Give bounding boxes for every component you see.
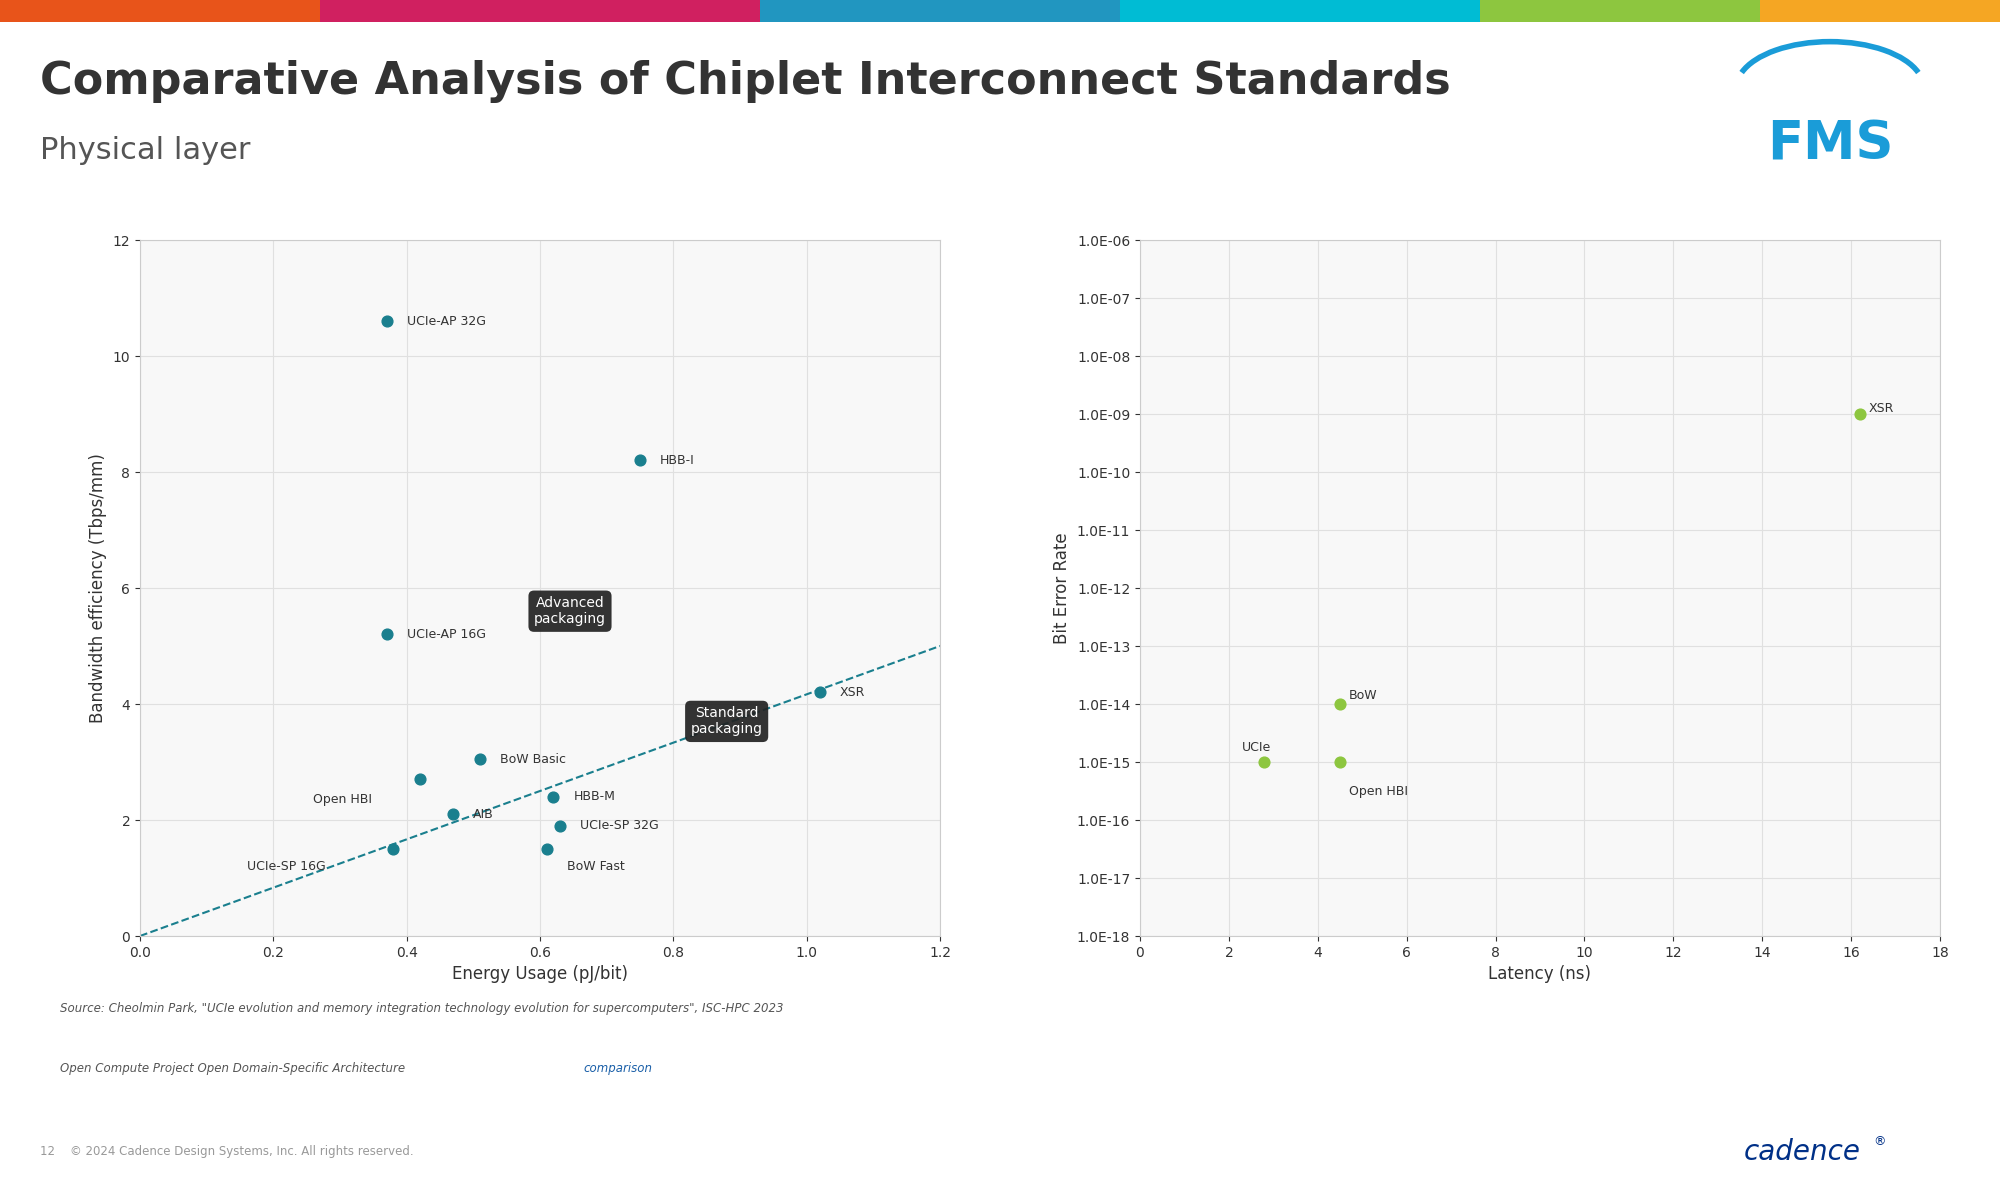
Point: [370, 625, 402, 644]
Text: HBB-M: HBB-M: [574, 791, 616, 803]
Text: UCIe-AP 32G: UCIe-AP 32G: [406, 314, 486, 328]
X-axis label: Energy Usage (pJ/bit): Energy Usage (pJ/bit): [452, 965, 628, 983]
Point: [624, 451, 656, 470]
Point: [1844, 404, 1876, 424]
Point: [378, 840, 410, 859]
Point: [370, 312, 402, 331]
Text: ®: ®: [1874, 1135, 1886, 1147]
Point: [804, 683, 836, 702]
Text: Open HBI: Open HBI: [1348, 785, 1408, 798]
X-axis label: Latency (ns): Latency (ns): [1488, 965, 1592, 983]
Point: [1324, 752, 1356, 772]
Text: BoW Fast: BoW Fast: [566, 860, 624, 872]
Text: UCIe-SP 32G: UCIe-SP 32G: [580, 820, 658, 833]
Text: cadence: cadence: [1744, 1138, 1862, 1166]
Text: UCIe-SP 16G: UCIe-SP 16G: [246, 860, 326, 872]
Point: [404, 770, 436, 790]
Point: [544, 816, 576, 835]
Text: BoW: BoW: [1348, 689, 1378, 702]
Text: Source: Cheolmin Park, "UCIe evolution and memory integration technology evoluti: Source: Cheolmin Park, "UCIe evolution a…: [60, 1002, 784, 1015]
Point: [464, 750, 496, 769]
Text: BoW Basic: BoW Basic: [500, 752, 566, 766]
Text: Physical layer: Physical layer: [40, 136, 250, 164]
Text: comparison: comparison: [584, 1062, 652, 1075]
Point: [530, 840, 562, 859]
Text: 12    © 2024 Cadence Design Systems, Inc. All rights reserved.: 12 © 2024 Cadence Design Systems, Inc. A…: [40, 1146, 414, 1158]
Text: XSR: XSR: [1868, 402, 1894, 415]
Point: [438, 804, 470, 823]
Point: [1248, 752, 1280, 772]
Text: FMS: FMS: [1766, 119, 1894, 170]
Text: HBB-I: HBB-I: [660, 454, 694, 467]
Text: Open Compute Project Open Domain-Specific Architecture: Open Compute Project Open Domain-Specifi…: [60, 1062, 408, 1075]
Text: Advanced
packaging: Advanced packaging: [534, 596, 606, 626]
Point: [538, 787, 570, 806]
Text: Comparative Analysis of Chiplet Interconnect Standards: Comparative Analysis of Chiplet Intercon…: [40, 60, 1450, 103]
Point: [1324, 695, 1356, 714]
Text: AIB: AIB: [474, 808, 494, 821]
Y-axis label: Bandwidth efficiency (Tbps/mm): Bandwidth efficiency (Tbps/mm): [90, 454, 108, 722]
Text: Standard
packaging: Standard packaging: [690, 707, 762, 737]
Text: XSR: XSR: [840, 686, 866, 698]
Y-axis label: Bit Error Rate: Bit Error Rate: [1054, 532, 1072, 644]
Text: UCIe-AP 16G: UCIe-AP 16G: [406, 628, 486, 641]
Text: UCIe: UCIe: [1242, 740, 1272, 754]
Text: Open HBI: Open HBI: [314, 793, 372, 806]
